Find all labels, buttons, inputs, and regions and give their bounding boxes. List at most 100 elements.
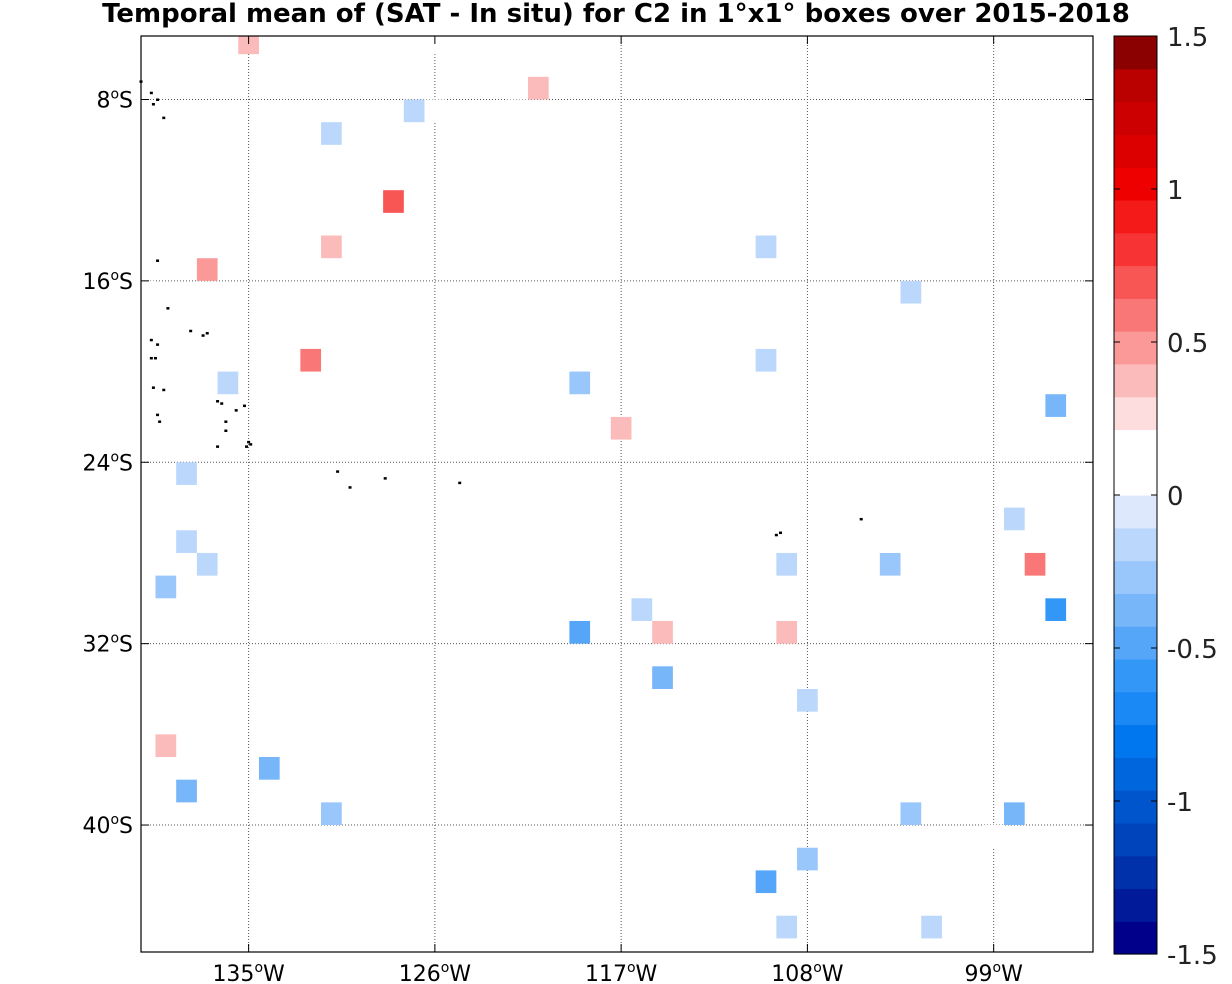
data-cell [383, 190, 404, 213]
colorbar-step [1114, 36, 1157, 70]
y-tick-label: 32oS [82, 631, 133, 658]
island-mark [149, 338, 153, 342]
x-axis: 135oW 126oW 117oW 108oW 99oW [212, 36, 1023, 984]
data-cell [528, 76, 549, 100]
island-mark [224, 429, 228, 433]
y-tick-label: 8oS [96, 86, 133, 113]
data-cell [900, 802, 922, 826]
data-cell [879, 552, 901, 576]
data-cell [238, 36, 259, 55]
data-cell [1045, 212, 1067, 236]
data-cell [196, 258, 218, 281]
y-tick-label: 16oS [82, 268, 133, 295]
data-cell [1004, 802, 1025, 826]
data-cell [155, 575, 177, 599]
colorbar-step [1114, 888, 1157, 922]
data-cell [797, 688, 818, 712]
x-tick-label: 117oW [585, 960, 658, 984]
island-mark [224, 420, 228, 423]
data-cell [776, 915, 798, 939]
island-mark [859, 517, 863, 521]
colorbar-step [1114, 462, 1157, 496]
data-cell [755, 348, 777, 372]
colorbar-step [1114, 593, 1157, 627]
colorbar-step [1114, 429, 1157, 463]
colorbar-step [1114, 495, 1157, 529]
data-cell [321, 643, 342, 667]
colorbar-step [1114, 626, 1157, 660]
island-mark [151, 386, 155, 389]
chart-title: Temporal mean of (SAT - In situ) for C2 … [102, 0, 1130, 29]
data-cell [797, 847, 818, 871]
data-cell [321, 36, 342, 55]
colorbar: 1.5 1 0.5 0 -0.5 -1 -1.5 [1113, 23, 1218, 971]
island-mark [774, 533, 778, 537]
data-cell [507, 99, 529, 123]
colorbar-tick-label: -1.5 [1167, 941, 1218, 971]
island-mark [149, 91, 153, 95]
colorbar-step [1114, 855, 1157, 890]
plot-frame [140, 35, 1094, 953]
colorbar-step [1114, 298, 1157, 332]
island-mark [156, 98, 160, 101]
data-cell [176, 462, 197, 485]
colorbar-tick-label: -0.5 [1167, 635, 1218, 665]
data-cell [217, 371, 239, 395]
colorbar-step [1114, 560, 1157, 594]
data-cell [258, 757, 280, 780]
island-mark [348, 486, 352, 489]
island-mark [156, 413, 160, 417]
colorbar-step [1114, 363, 1157, 398]
data-cell [1004, 507, 1025, 531]
data-cell [569, 371, 591, 395]
data-cell [176, 530, 197, 553]
land-islands [139, 80, 863, 537]
island-mark [151, 103, 155, 106]
data-cell [321, 802, 342, 826]
island-mark [216, 400, 220, 403]
data-cell [1045, 394, 1067, 417]
data-cell [921, 915, 942, 939]
data-cell [569, 620, 591, 644]
island-mark [383, 477, 387, 480]
colorbar-tick-label: 0 [1167, 482, 1184, 512]
plot-background [141, 36, 1093, 952]
data-cell [155, 530, 177, 553]
island-mark [245, 445, 249, 448]
island-mark [242, 404, 246, 408]
island-mark [216, 445, 220, 448]
x-tick-label: 99oW [964, 960, 1023, 984]
data-cell [776, 552, 798, 576]
data-cell [300, 348, 322, 372]
data-cell [424, 99, 446, 123]
data-cell [610, 416, 632, 440]
data-cell [155, 734, 177, 758]
island-mark [153, 356, 157, 360]
y-tick-label: 40oS [82, 812, 133, 839]
island-mark [249, 443, 253, 446]
colorbar-step [1114, 331, 1157, 365]
data-cell [403, 235, 425, 259]
colorbar-step [1114, 167, 1157, 201]
data-cell [1045, 598, 1067, 621]
data-cell [403, 99, 425, 123]
colorbar-step [1114, 68, 1157, 103]
data-cell [755, 870, 777, 894]
data-cell [321, 235, 342, 259]
colorbar-step [1114, 691, 1157, 726]
colorbar-step [1114, 790, 1157, 824]
island-mark [778, 531, 782, 535]
island-mark [205, 332, 209, 335]
data-cell [755, 235, 777, 259]
colorbar-tick-label: 1.5 [1167, 23, 1208, 53]
colorbar-step [1114, 527, 1157, 562]
colorbar-step [1114, 757, 1157, 791]
island-mark [336, 470, 340, 473]
data-cell [900, 280, 922, 304]
island-mark [162, 116, 166, 120]
data-cell [1024, 552, 1046, 576]
island-mark [220, 402, 224, 405]
island-mark [189, 329, 193, 333]
colorbar-step [1114, 265, 1157, 299]
data-cell [776, 620, 798, 644]
